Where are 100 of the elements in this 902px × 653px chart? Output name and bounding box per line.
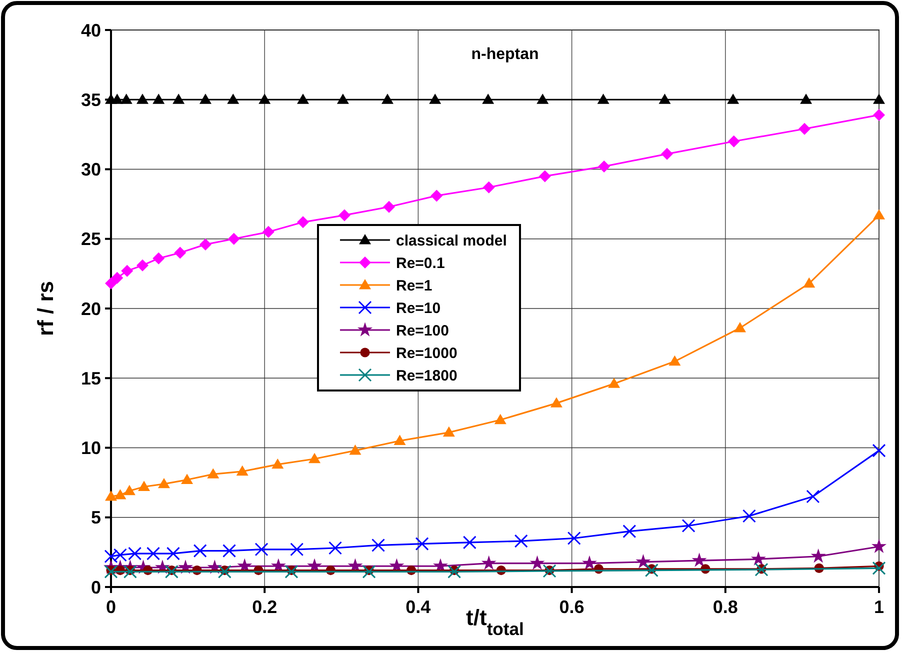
point [166,546,180,560]
x-axis-title: t/t$_{total}$ [466,605,524,639]
point [494,414,506,424]
point [873,209,885,220]
point [114,489,126,500]
point [111,272,124,284]
point [430,190,443,202]
y-tick-label: 10 [80,438,101,458]
point [542,564,556,578]
point [810,548,826,563]
point [336,94,349,104]
point [597,94,610,104]
point [105,277,117,290]
point [290,542,304,556]
point [754,562,768,576]
x-tick-label: 0.4 [406,597,431,617]
point [227,94,240,104]
legend-label: Re=10 [396,300,441,317]
point [415,537,429,551]
y-axis-title: rf / rs [33,280,58,336]
point [138,480,150,491]
point [236,465,248,476]
point [121,264,134,277]
point [682,518,696,532]
point [872,444,886,458]
point [514,534,528,548]
point [152,252,165,264]
point [448,564,462,578]
y-tick-label: 15 [80,368,101,388]
point [349,444,362,455]
legend-label: Re=1800 [396,367,458,384]
point [803,277,816,288]
point [873,94,885,104]
point [199,94,212,104]
legend-label: Re=100 [396,322,449,340]
point [362,564,376,578]
point [742,509,756,523]
x-tick-label: 1 [874,597,884,617]
point [254,542,268,556]
point [734,322,746,332]
point [262,226,274,238]
point [798,122,811,135]
point [328,541,342,555]
x-tick-label: 0.2 [252,597,278,617]
point [567,532,581,546]
point [622,524,636,538]
y-tick-label: 30 [80,160,101,180]
legend-label: Re=1000 [396,344,458,362]
point [644,564,658,578]
y-tick-label: 35 [80,90,101,110]
point [873,108,885,121]
point [661,148,674,160]
point [429,94,442,104]
point [174,246,186,259]
point [806,490,820,504]
point [800,94,812,104]
point [136,259,148,272]
point [146,546,160,560]
point [111,94,124,104]
point [338,209,350,222]
point [538,170,551,182]
point [462,536,476,550]
point [104,564,118,578]
point [193,544,207,558]
point [692,552,707,567]
point [608,378,620,388]
point [258,94,271,104]
x-tick-label: 0 [106,597,116,617]
point [207,468,220,478]
point [136,94,148,104]
point [272,458,284,469]
point [530,555,545,570]
point [228,232,240,245]
point [728,135,740,148]
point [199,238,212,250]
point [120,94,132,104]
point [636,554,651,568]
y-tick-label: 0 [90,577,101,598]
y-tick-label: 5 [90,508,101,528]
point [123,564,137,578]
point [222,544,236,558]
point [297,216,309,228]
x-tick-label: 0.6 [559,597,584,617]
point [482,181,495,194]
point [158,478,170,488]
x-tick-label: 0.8 [712,597,738,617]
point [372,538,386,552]
point [297,94,309,104]
legend-label: Re=0.1 [396,254,445,272]
text: n-heptan [471,46,539,63]
point [442,426,455,437]
point [218,564,232,578]
legend-label: Re=1 [396,277,432,294]
point [284,564,298,578]
point [164,564,178,578]
point [582,555,597,570]
point [871,538,887,554]
point [598,160,610,172]
point [394,434,406,445]
point [872,561,886,575]
